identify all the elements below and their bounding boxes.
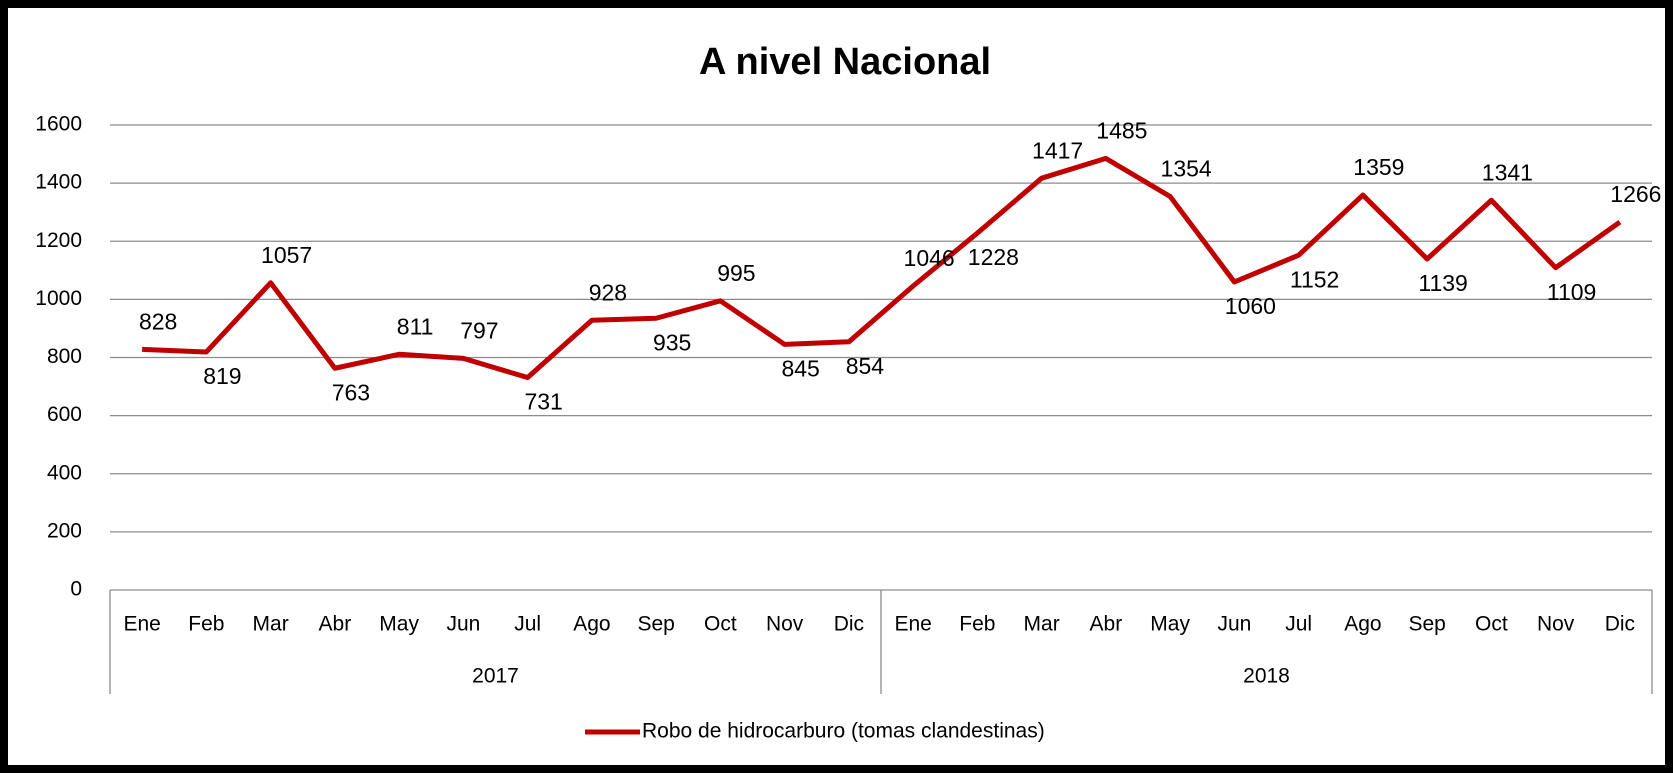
data-label: 763: [332, 379, 370, 405]
x-tick-label: Ago: [573, 613, 610, 636]
data-label: 1417: [1032, 137, 1083, 163]
data-label: 1354: [1161, 156, 1212, 182]
x-tick-label: Sep: [1408, 613, 1445, 636]
x-tick-label: Ene: [894, 613, 931, 636]
x-tick-label: Feb: [959, 613, 995, 636]
data-label: 928: [589, 279, 627, 305]
x-tick-label: Mar: [1024, 613, 1060, 636]
x-tick-label: Jun: [446, 613, 480, 636]
data-label: 935: [653, 329, 691, 355]
x-tick-label: Nov: [1537, 613, 1575, 636]
x-tick-label: Ene: [123, 613, 160, 636]
x-tick-label: Sep: [637, 613, 674, 636]
group-label: 2018: [1243, 665, 1290, 688]
x-tick-label: Oct: [1475, 613, 1508, 636]
data-label: 1359: [1353, 154, 1404, 180]
data-label: 1266: [1610, 181, 1661, 207]
x-tick-label: Jun: [1217, 613, 1251, 636]
data-label: 811: [397, 313, 434, 339]
x-tick-label: May: [379, 613, 419, 636]
data-label: 1057: [261, 242, 312, 268]
chart-title: A nivel Nacional: [699, 41, 991, 83]
data-label: 1046: [904, 245, 955, 271]
data-label: 1060: [1225, 293, 1276, 319]
data-label: 1152: [1290, 266, 1339, 292]
data-label: 828: [139, 308, 177, 334]
x-tick-label: Feb: [188, 613, 224, 636]
x-tick-label: Jul: [514, 613, 541, 636]
data-label: 1109: [1547, 279, 1596, 305]
x-tick-label: Dic: [834, 613, 864, 636]
series-line: [142, 155, 1622, 381]
x-tick-label: Abr: [319, 613, 352, 636]
data-label: 854: [846, 353, 885, 379]
data-label: 1139: [1418, 270, 1467, 296]
x-tick-label: Mar: [253, 613, 289, 636]
x-tick-label: Abr: [1090, 613, 1123, 636]
data-label: 845: [781, 356, 819, 382]
y-tick-label: 200: [47, 519, 82, 542]
legend-label: Robo de hidrocarburo (tomas clandestinas…: [642, 720, 1045, 743]
data-label: 1228: [968, 244, 1019, 270]
y-tick-label: 1000: [35, 287, 82, 310]
data-label: 1485: [1096, 118, 1147, 144]
y-tick-label: 1400: [35, 171, 82, 194]
y-tick-label: 400: [47, 461, 82, 484]
y-tick-label: 0: [70, 578, 82, 601]
x-tick-label: Jul: [1285, 613, 1312, 636]
data-label: 1341: [1482, 159, 1533, 185]
x-tick-label: Dic: [1605, 613, 1635, 636]
x-tick-label: Nov: [766, 613, 804, 636]
data-label: 731: [524, 389, 562, 415]
data-label: 797: [460, 317, 498, 343]
x-tick-label: May: [1150, 613, 1190, 636]
x-tick-label: Ago: [1344, 613, 1381, 636]
data-label: 995: [717, 260, 755, 286]
x-tick-label: Oct: [704, 613, 737, 636]
y-tick-label: 600: [47, 403, 82, 426]
y-tick-label: 1600: [35, 113, 82, 136]
y-tick-label: 800: [47, 345, 82, 368]
y-tick-label: 1200: [35, 229, 82, 252]
group-label: 2017: [472, 665, 519, 688]
data-label: 819: [203, 363, 241, 389]
